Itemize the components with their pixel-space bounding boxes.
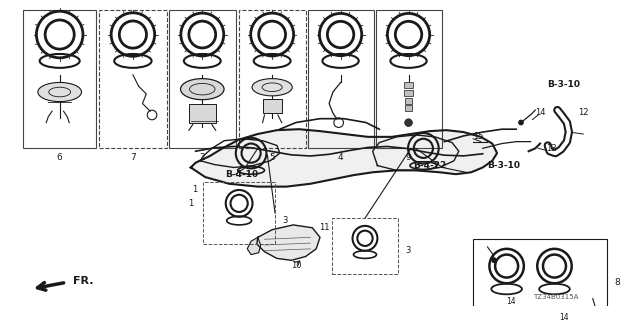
Bar: [189, 103, 216, 123]
Polygon shape: [257, 225, 320, 260]
Bar: [204, 182, 275, 244]
Text: 4: 4: [338, 153, 344, 163]
Text: 5: 5: [269, 153, 275, 163]
Text: 3: 3: [405, 246, 410, 255]
Bar: [404, 98, 412, 103]
Bar: [169, 10, 236, 148]
Text: B-3-10: B-3-10: [548, 80, 580, 89]
Text: 1: 1: [188, 199, 194, 208]
Text: B-4-22: B-4-22: [413, 161, 447, 170]
Text: TZ34B0315A: TZ34B0315A: [533, 294, 579, 300]
Text: 6: 6: [57, 153, 63, 163]
Text: 11: 11: [319, 223, 330, 232]
Bar: [23, 10, 96, 148]
Text: FR.: FR.: [73, 276, 93, 286]
Text: 7: 7: [130, 153, 136, 163]
Bar: [473, 239, 607, 320]
Bar: [99, 10, 167, 148]
Text: 1: 1: [192, 185, 198, 194]
Polygon shape: [247, 237, 260, 255]
Text: 14: 14: [535, 108, 546, 117]
Bar: [376, 10, 442, 148]
Circle shape: [595, 315, 600, 320]
Bar: [239, 10, 306, 148]
Bar: [308, 10, 374, 148]
Text: 12: 12: [579, 108, 589, 117]
Circle shape: [518, 120, 524, 125]
Text: B-3-10: B-3-10: [487, 161, 520, 170]
Bar: [404, 83, 413, 88]
Polygon shape: [191, 129, 497, 187]
Text: 9: 9: [406, 153, 412, 163]
Bar: [332, 218, 397, 274]
Bar: [405, 105, 412, 111]
Text: 3: 3: [283, 216, 288, 225]
Text: B-4-10: B-4-10: [225, 170, 258, 179]
Bar: [404, 90, 413, 96]
Text: 10: 10: [291, 260, 301, 270]
Text: 14: 14: [559, 313, 569, 320]
Text: 15: 15: [473, 132, 484, 141]
Ellipse shape: [180, 79, 224, 100]
Ellipse shape: [252, 79, 292, 96]
Circle shape: [404, 119, 412, 126]
Circle shape: [492, 258, 497, 263]
Text: 8: 8: [615, 278, 621, 287]
Text: 14: 14: [507, 297, 516, 306]
Text: 2: 2: [200, 153, 205, 163]
Ellipse shape: [38, 83, 81, 101]
Bar: [262, 99, 282, 113]
Text: 13: 13: [547, 144, 557, 153]
